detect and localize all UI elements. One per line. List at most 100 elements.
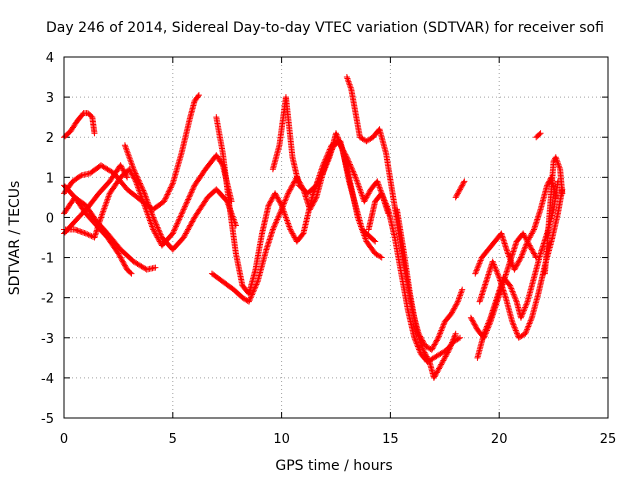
data-point [515, 259, 522, 266]
data-point [188, 219, 195, 226]
data-point [527, 319, 534, 326]
data-point [153, 221, 160, 228]
data-point [433, 370, 440, 377]
data-point [433, 337, 440, 344]
data-point [266, 199, 273, 206]
data-point [443, 352, 450, 359]
data-point [270, 225, 277, 232]
data-point [124, 174, 131, 181]
y-tick-label: -3 [41, 332, 54, 347]
data-point [184, 197, 191, 204]
x-tick-label: 15 [382, 432, 399, 447]
data-point [311, 198, 318, 205]
data-point [434, 336, 441, 343]
data-point [452, 330, 459, 337]
data-point [173, 223, 179, 230]
data-point [187, 222, 194, 229]
data-point [484, 322, 491, 329]
data-point [317, 174, 324, 181]
data-point [321, 165, 328, 172]
data-point [277, 209, 284, 216]
data-point [333, 131, 340, 138]
data-point [311, 197, 318, 204]
data-point [133, 173, 140, 180]
data-point [481, 329, 488, 336]
data-point [325, 155, 332, 162]
data-point [121, 261, 128, 268]
data-point [438, 326, 445, 333]
data-point [520, 231, 527, 238]
data-point [425, 357, 432, 364]
data-point [440, 321, 447, 328]
data-point [440, 357, 447, 364]
data-point [276, 210, 283, 217]
data-point [195, 93, 202, 100]
data-point [510, 321, 517, 328]
data-point [453, 193, 460, 200]
data-point [337, 140, 344, 147]
data-point [170, 229, 177, 236]
data-point [525, 235, 532, 242]
data-point [477, 257, 484, 264]
data-point [528, 316, 535, 323]
data-point [490, 261, 497, 268]
data-point [168, 183, 175, 190]
data-point [512, 326, 519, 333]
data-point [455, 189, 462, 196]
data-point [438, 361, 445, 368]
data-point [171, 226, 178, 233]
data-point [248, 292, 255, 299]
data-point [319, 171, 326, 178]
data-point [492, 264, 499, 271]
data-point [517, 314, 524, 321]
series-arc-g [121, 142, 239, 253]
data-point [190, 183, 197, 190]
data-point [507, 257, 514, 264]
data-point [182, 231, 189, 238]
x-tick-label: 25 [600, 432, 617, 447]
data-point [428, 346, 435, 353]
data-point [190, 217, 197, 224]
data-point [177, 213, 184, 220]
data-point [178, 212, 185, 219]
data-point [523, 239, 530, 246]
data-point [528, 231, 535, 238]
data-point [118, 163, 125, 170]
data-point [350, 168, 357, 175]
data-point [183, 199, 190, 206]
data-point [335, 137, 342, 144]
y-tick-labels: -5 -4 -3 -2 -1 0 1 2 3 4 [41, 51, 54, 427]
series-arc-b [61, 92, 202, 213]
data-point [272, 190, 279, 197]
data-point [284, 191, 291, 198]
data-point [151, 217, 158, 224]
series-arc-l [365, 190, 464, 365]
data-point [130, 166, 137, 173]
data-point [182, 202, 189, 209]
data-point [525, 322, 532, 329]
data-point [77, 173, 84, 180]
data-point [461, 178, 468, 185]
data-point [132, 170, 139, 177]
data-point [161, 197, 168, 204]
data-point [351, 171, 358, 178]
data-point [287, 226, 294, 233]
data-point [272, 191, 279, 198]
data-point [443, 350, 450, 357]
data-point [485, 319, 492, 326]
data-point [477, 258, 484, 265]
series-arc-j [269, 94, 379, 245]
data-point [318, 172, 325, 179]
data-point [423, 353, 430, 360]
data-point [430, 344, 437, 351]
data-point [470, 320, 477, 327]
data-point [273, 219, 280, 226]
data-point [91, 130, 98, 137]
data-point [522, 329, 529, 336]
data-point [278, 206, 285, 213]
data-point [269, 195, 276, 202]
data-point [411, 334, 418, 341]
data-point [453, 301, 460, 308]
data-point [290, 181, 297, 188]
data-point [165, 188, 172, 195]
